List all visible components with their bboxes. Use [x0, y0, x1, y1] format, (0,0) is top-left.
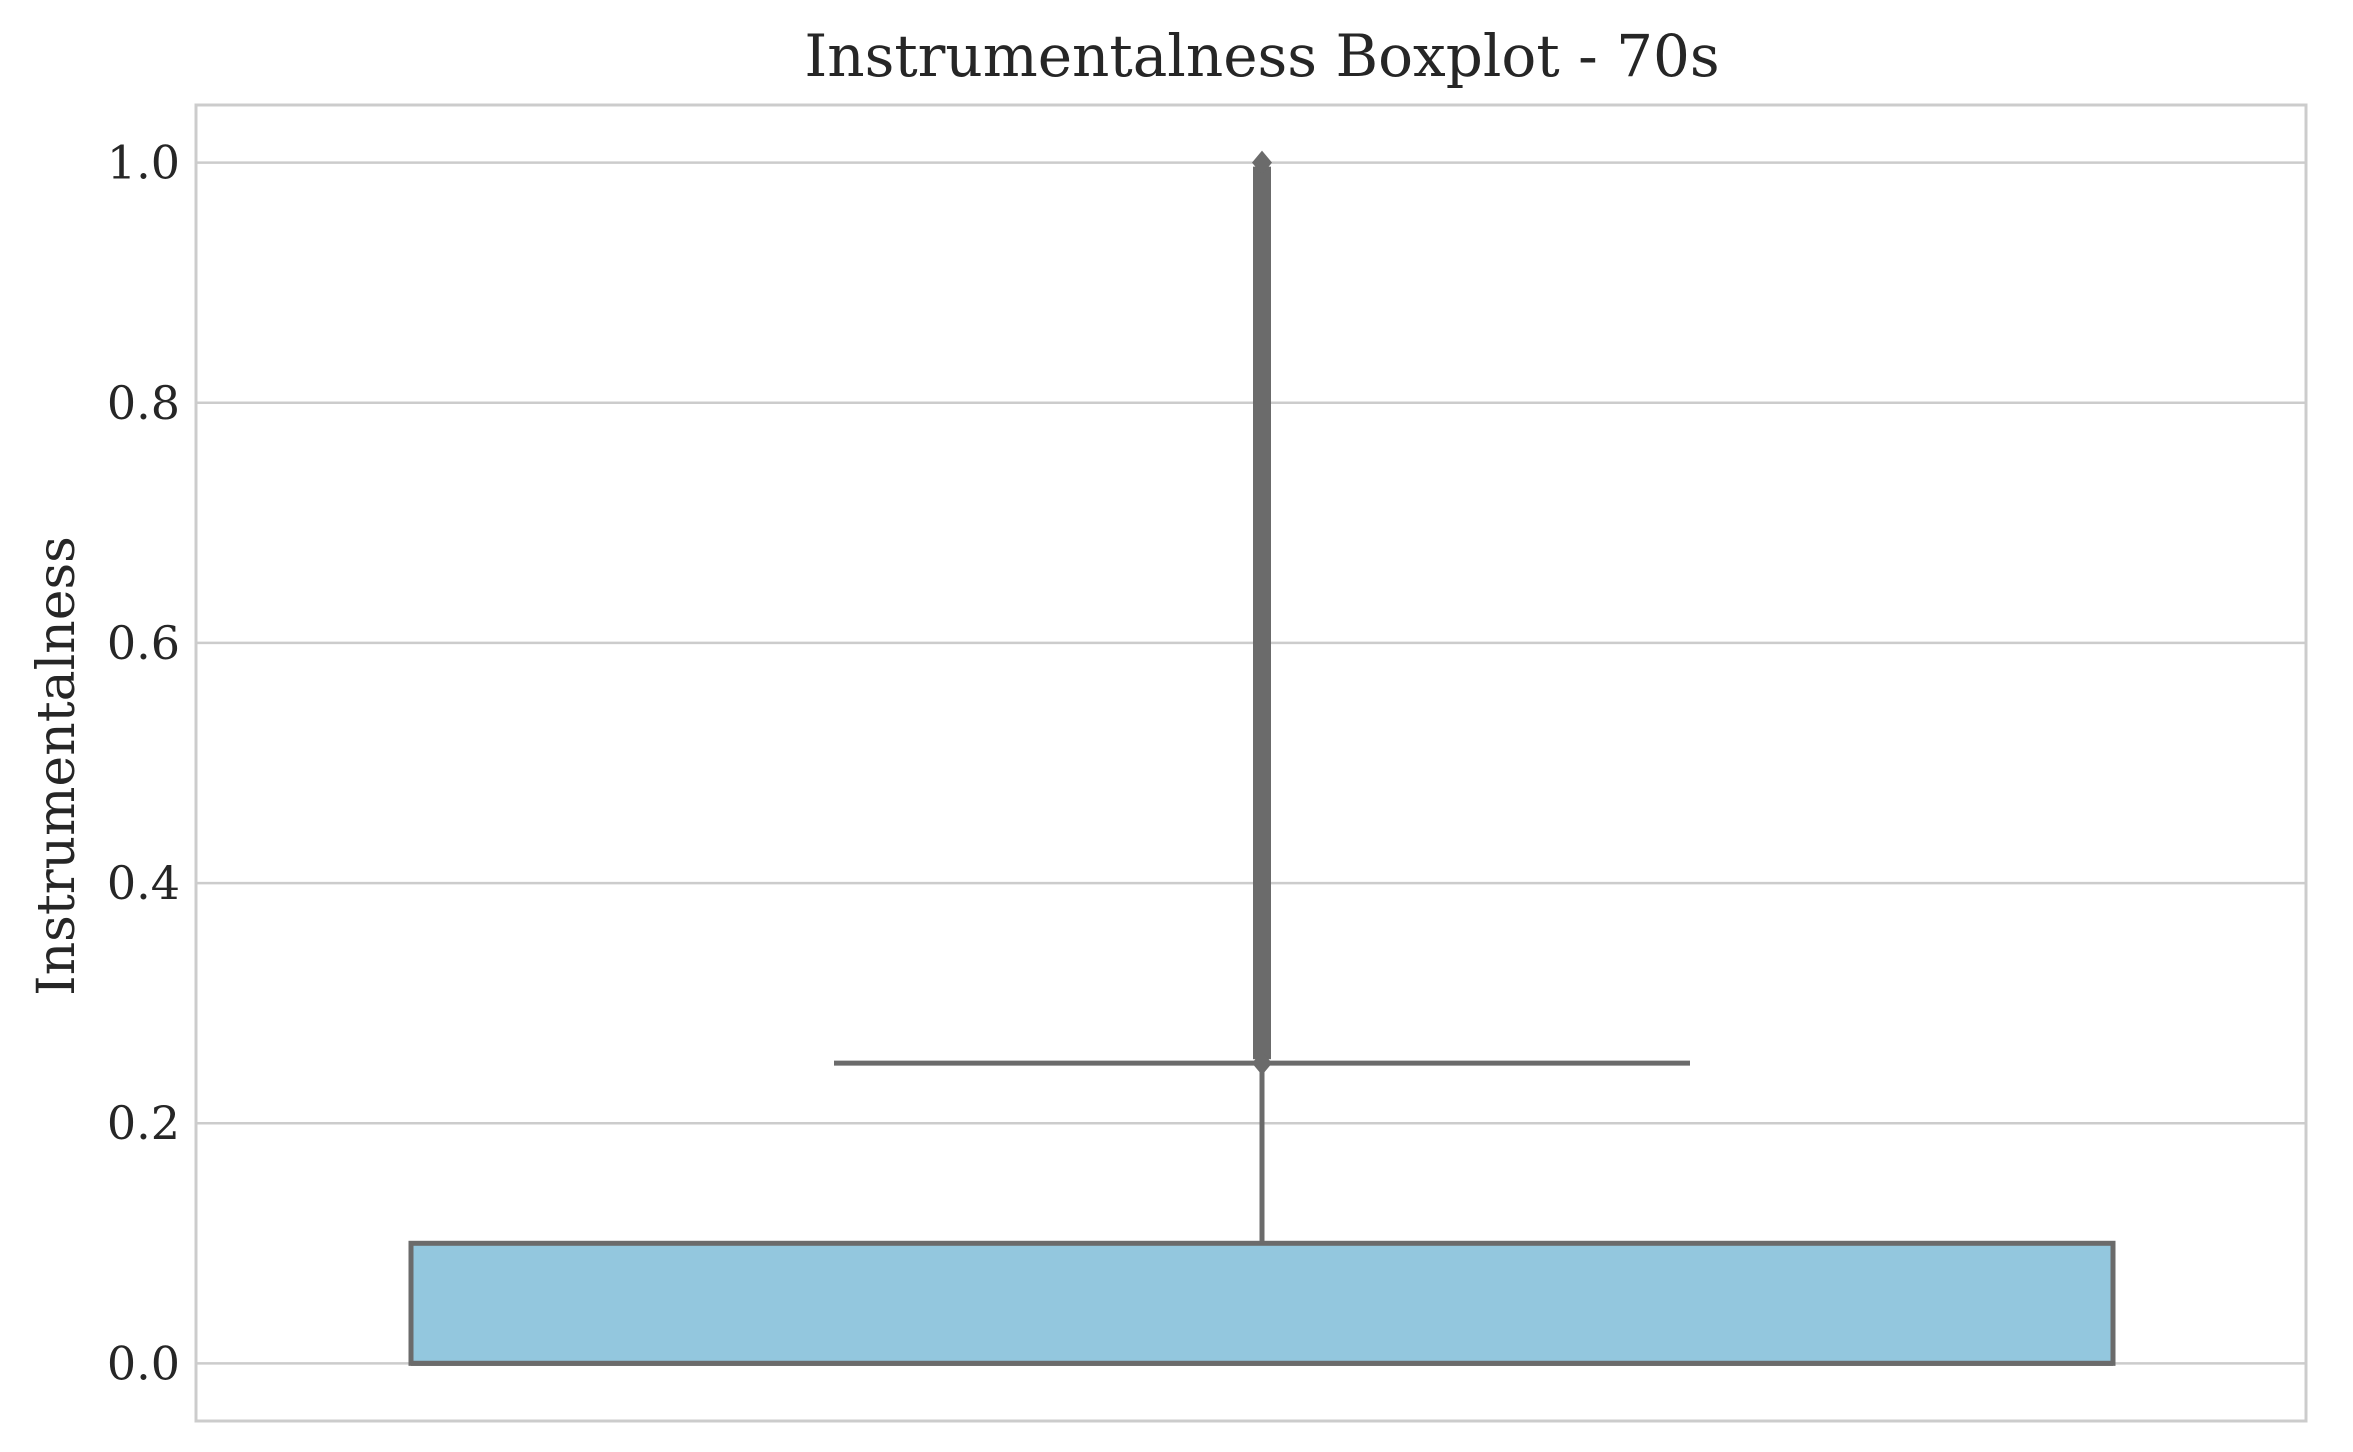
box-group [408, 150, 2116, 1366]
y-tick-label: 0.0 [107, 1336, 180, 1390]
plot-frame [194, 103, 2308, 1423]
gridlines [196, 161, 2306, 1365]
y-axis-label: Instrumentalness [27, 536, 87, 996]
outlier-point-min [1252, 1051, 1272, 1076]
y-tick-labels: 0.0 0.2 0.4 0.6 0.8 1.0 [107, 136, 180, 1391]
y-tick-label: 0.8 [107, 376, 180, 430]
iqr-box [408, 1240, 2116, 1366]
y-tick-label: 0.6 [107, 616, 180, 670]
outlier-point-max [1252, 150, 1272, 175]
chart-title: Instrumentalness Boxplot - 70s [804, 22, 1719, 90]
y-tick-label: 0.2 [107, 1096, 180, 1150]
y-tick-label: 1.0 [107, 136, 180, 190]
outlier-cluster [1253, 166, 1271, 1060]
y-tick-label: 0.4 [107, 856, 180, 910]
